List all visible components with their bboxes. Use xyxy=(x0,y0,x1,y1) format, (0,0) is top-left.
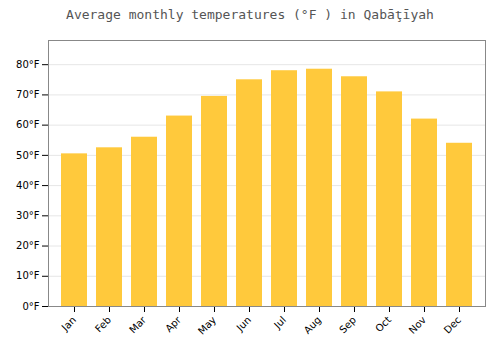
svg-text:50°F: 50°F xyxy=(16,150,40,161)
svg-text:20°F: 20°F xyxy=(16,240,40,251)
svg-text:Jul: Jul xyxy=(271,314,288,331)
svg-text:Feb: Feb xyxy=(93,314,113,334)
svg-text:Aug: Aug xyxy=(302,314,324,336)
svg-text:Jan: Jan xyxy=(59,314,78,333)
svg-text:0°F: 0°F xyxy=(22,301,39,312)
svg-text:Jun: Jun xyxy=(234,314,254,334)
svg-text:Nov: Nov xyxy=(407,314,429,336)
svg-text:May: May xyxy=(196,314,218,336)
svg-text:60°F: 60°F xyxy=(16,119,40,130)
svg-text:30°F: 30°F xyxy=(16,210,40,221)
svg-text:40°F: 40°F xyxy=(16,180,40,191)
svg-text:Oct: Oct xyxy=(373,314,393,334)
svg-text:70°F: 70°F xyxy=(16,89,40,100)
svg-text:Dec: Dec xyxy=(442,314,463,335)
svg-text:80°F: 80°F xyxy=(16,59,40,70)
svg-text:Apr: Apr xyxy=(163,314,184,335)
svg-text:Mar: Mar xyxy=(127,314,149,336)
svg-text:Sep: Sep xyxy=(337,314,358,335)
html-text:Average monthly temperatures (: Average monthly temperatures (°F ) in Qa… xyxy=(66,7,434,22)
svg-text:10°F: 10°F xyxy=(16,270,40,281)
